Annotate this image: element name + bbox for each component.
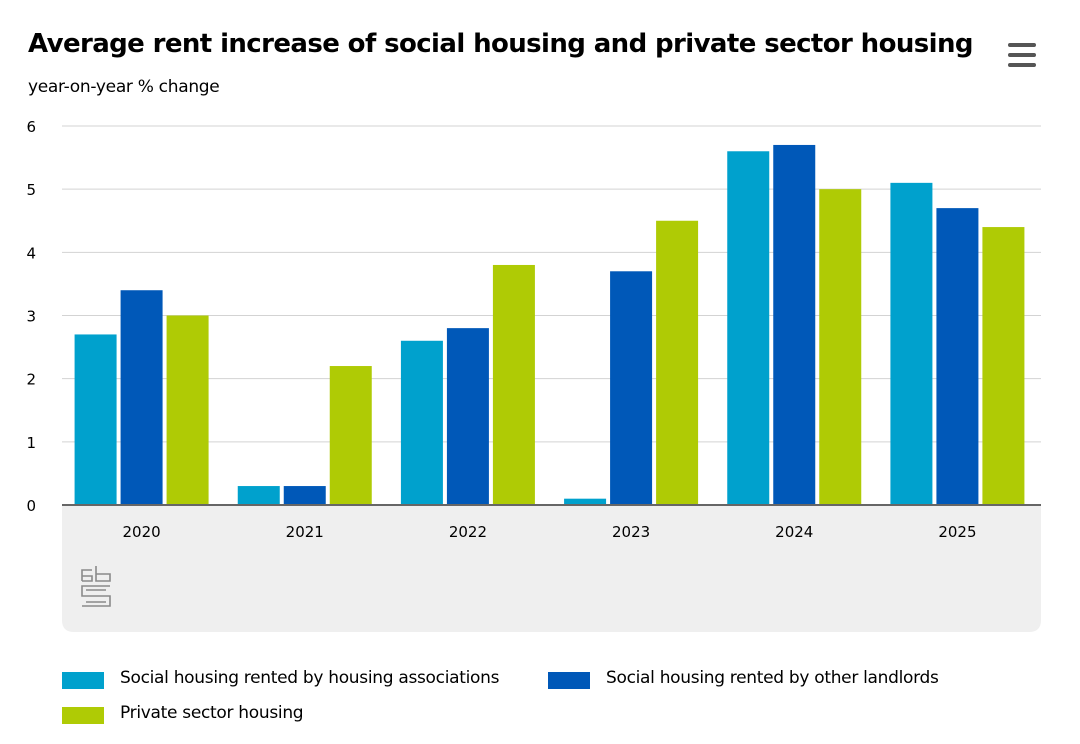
bar[interactable] [166, 315, 209, 506]
bar[interactable] [936, 208, 979, 505]
bar[interactable] [492, 264, 535, 505]
bar[interactable] [890, 182, 933, 505]
bar-chart: 0 1 2 3 4 5 6 2020 2021 2022 2023 2024 2025 [26, 118, 1041, 632]
chart-title: Average rent increase of social housing … [28, 29, 973, 59]
x-tick-label: 2023 [612, 523, 650, 541]
bar[interactable] [283, 486, 326, 505]
menu-bar [1008, 53, 1036, 57]
cbs-logo-stroke [86, 589, 106, 603]
bar[interactable] [446, 328, 489, 505]
y-tick-label: 1 [26, 434, 36, 452]
y-tick-label: 6 [26, 118, 36, 136]
legend-item-housing-associations[interactable]: Social housing rented by housing associa… [62, 664, 532, 692]
legend-swatch [548, 672, 590, 689]
y-tick-label: 5 [26, 181, 36, 199]
bar[interactable] [400, 340, 443, 505]
bar[interactable] [982, 227, 1025, 506]
y-tick-label: 0 [26, 497, 36, 515]
bar[interactable] [656, 220, 699, 505]
legend: Social housing rented by housing associa… [62, 664, 1042, 734]
y-tick-label: 2 [26, 371, 36, 389]
y-tick-label: 4 [26, 244, 36, 262]
legend-label: Social housing rented by housing associa… [120, 668, 500, 688]
bar[interactable] [564, 498, 607, 505]
menu-bar [1008, 63, 1036, 67]
x-tick-label: 2022 [449, 523, 487, 541]
bar[interactable] [120, 290, 163, 505]
x-tick-label: 2025 [938, 523, 976, 541]
cbs-logo-stroke [81, 569, 93, 582]
bar[interactable] [610, 271, 653, 505]
cbs-logo-icon [81, 566, 111, 607]
legend-item-private-sector[interactable]: Private sector housing [62, 699, 362, 727]
legend-label: Private sector housing [120, 703, 304, 723]
bar[interactable] [74, 334, 117, 505]
chart-footer-panel [62, 505, 1041, 632]
bar[interactable] [727, 151, 770, 505]
y-axis-label: year-on-year % change [28, 77, 220, 97]
bar[interactable] [819, 189, 862, 505]
bar[interactable] [237, 486, 280, 505]
legend-swatch [62, 707, 104, 724]
cbs-logo-stroke [95, 566, 111, 582]
menu-bar [1008, 43, 1036, 47]
bar[interactable] [329, 366, 372, 505]
cbs-logo-stroke [81, 585, 111, 607]
bar[interactable] [773, 144, 816, 505]
legend-item-other-landlords[interactable]: Social housing rented by other landlords [548, 664, 968, 692]
x-tick-label: 2021 [286, 523, 324, 541]
y-tick-label: 3 [26, 308, 36, 326]
hamburger-menu-icon[interactable] [1004, 40, 1040, 70]
x-tick-label: 2020 [122, 523, 160, 541]
x-tick-label: 2024 [775, 523, 813, 541]
legend-swatch [62, 672, 104, 689]
legend-label: Social housing rented by other landlords [606, 668, 939, 688]
